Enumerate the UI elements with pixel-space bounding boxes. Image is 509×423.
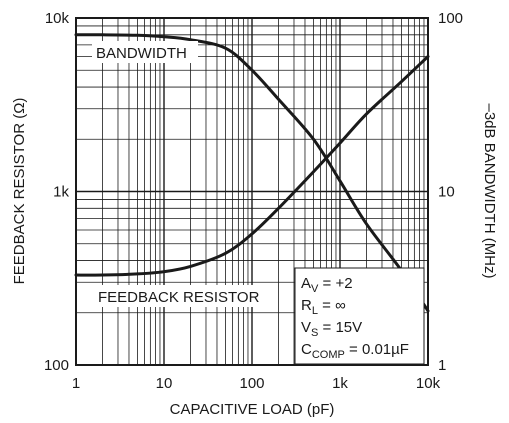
y-right-tick-label: 1 [438,357,446,374]
bandwidth-label-group: BANDWIDTH [92,41,198,63]
series-layer [74,33,430,313]
left-axis-title: FEEDBACK RESISTOR (Ω) [11,98,28,285]
bandwidth-label: BANDWIDTH [96,45,187,62]
condition-comp: CCOMP = 0.01µF [301,341,409,361]
x-tick-label: 10 [156,375,173,392]
x-axis-title: CAPACITIVE LOAD (pF) [170,401,335,418]
condition-load: RL = ∞ [301,297,346,317]
y-right-tick-label: 100 [438,10,463,27]
y-left-tick-label: 1k [53,184,69,201]
feedback-resistor-label: FEEDBACK RESISTOR [98,289,260,306]
conditions-box-bg [294,267,425,365]
y-right-tick-label: 10 [438,184,455,201]
bandwidth-label-bg [92,41,198,63]
feedback-resistor-label-group: FEEDBACK RESISTOR [94,285,269,307]
conditions-box: AV = +2 RL = ∞ VS = 15V CCOMP = 0.01µF [294,267,425,365]
feedback-resistor-label-bg [94,285,269,307]
x-tick-label: 1 [72,375,80,392]
y-left-tick-label: 10k [45,10,70,27]
x-tick-label: 1k [332,375,348,392]
condition-gain: AV = +2 [301,275,353,295]
bandwidth-curve [74,33,430,313]
x-tick-label: 10k [416,375,441,392]
y-left-tick-label: 100 [44,357,69,374]
right-axis-title: –3dB BANDWIDTH (MHz) [481,103,498,278]
condition-supply: VS = 15V [301,319,362,339]
plot-frame [75,17,429,366]
x-tick-label: 100 [239,375,264,392]
feedback-resistor-curve [74,54,430,277]
